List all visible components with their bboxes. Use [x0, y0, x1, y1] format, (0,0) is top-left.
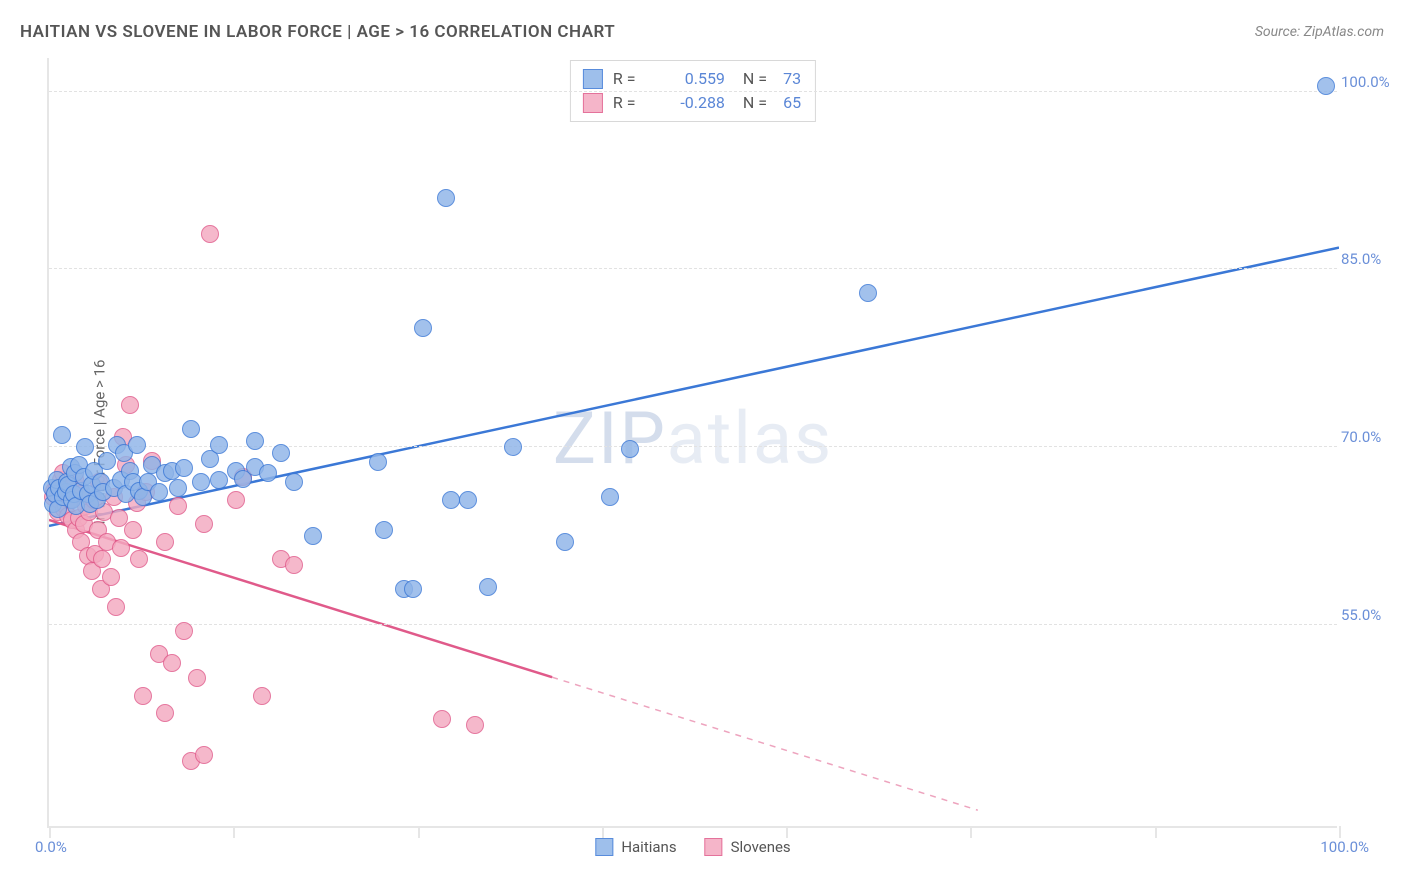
trend-lines-svg: [49, 58, 1339, 828]
slovene-point: [156, 704, 174, 722]
series-legend: Haitians Slovenes: [595, 838, 790, 856]
source-attribution: Source: ZipAtlas.com: [1255, 24, 1384, 40]
haitian-point: [98, 452, 116, 470]
slovene-point: [201, 225, 219, 243]
slovene-point: [195, 746, 213, 764]
haitian-point: [601, 488, 619, 506]
x-tick: [49, 826, 51, 838]
watermark: ZIPatlas: [553, 396, 833, 481]
haitian-point: [859, 284, 877, 302]
gridline-h: [49, 446, 1337, 447]
haitian-point: [459, 491, 477, 509]
x-tick: [418, 826, 420, 838]
haitian-point: [375, 521, 393, 539]
x-tick: [786, 826, 788, 838]
slovene-point: [253, 687, 271, 705]
haitian-point: [414, 319, 432, 337]
gridline-h: [49, 268, 1337, 269]
swatch-slovenes: [583, 93, 603, 113]
slovene-point: [156, 533, 174, 551]
haitian-point: [210, 436, 228, 454]
swatch-haitians: [583, 69, 603, 89]
x-axis-max-label: 100.0%: [1320, 838, 1369, 856]
slovene-point: [188, 669, 206, 687]
haitian-point: [76, 438, 94, 456]
haitian-point: [53, 426, 71, 444]
haitian-point: [150, 483, 168, 501]
slovene-point: [175, 622, 193, 640]
slovene-point: [285, 556, 303, 574]
slovene-point: [112, 539, 130, 557]
haitian-point: [175, 459, 193, 477]
haitian-point: [442, 491, 460, 509]
haitian-point: [504, 438, 522, 456]
gridline-h: [49, 624, 1337, 625]
x-tick: [970, 826, 972, 838]
haitian-point: [128, 436, 146, 454]
scatter-plot-area: ZIPatlas In Labor Force | Age > 16 0.0% …: [47, 58, 1337, 828]
slovene-point: [169, 497, 187, 515]
slovene-point: [102, 568, 120, 586]
haitian-point: [404, 580, 422, 598]
slovene-point: [107, 598, 125, 616]
gridline-h: [49, 91, 1337, 92]
x-tick: [602, 826, 604, 838]
haitian-point: [369, 453, 387, 471]
haitian-point: [437, 189, 455, 207]
stats-legend-row-slovenes: R = -0.288 N = 65: [583, 91, 801, 115]
slovene-point: [163, 654, 181, 672]
y-tick-label: 70.0%: [1341, 428, 1399, 446]
slovene-point: [195, 515, 213, 533]
y-tick-label: 55.0%: [1341, 606, 1399, 624]
haitian-point: [621, 440, 639, 458]
haitian-point: [259, 464, 277, 482]
slovene-point: [466, 716, 484, 734]
slovene-point: [121, 396, 139, 414]
haitian-point: [169, 479, 187, 497]
chart-title: HAITIAN VS SLOVENE IN LABOR FORCE | AGE …: [20, 22, 615, 42]
haitian-point: [182, 420, 200, 438]
swatch-haitians: [595, 838, 613, 856]
haitian-point: [246, 432, 264, 450]
x-tick: [1339, 826, 1341, 838]
legend-item-slovenes: Slovenes: [705, 838, 791, 856]
swatch-slovenes: [705, 838, 723, 856]
x-tick: [233, 826, 235, 838]
haitian-point: [1317, 77, 1335, 95]
haitian-point: [210, 471, 228, 489]
haitian-point: [272, 444, 290, 462]
slovene-point: [134, 687, 152, 705]
x-tick: [1155, 826, 1157, 838]
legend-item-haitians: Haitians: [595, 838, 676, 856]
haitian-point: [479, 578, 497, 596]
slovene-point: [93, 550, 111, 568]
stats-legend-row-haitians: R = 0.559 N = 73: [583, 67, 801, 91]
slovene-point: [227, 491, 245, 509]
x-axis-min-label: 0.0%: [35, 838, 67, 856]
haitian-point: [285, 473, 303, 491]
haitian-point: [556, 533, 574, 551]
y-tick-label: 85.0%: [1341, 250, 1399, 268]
haitian-point: [192, 473, 210, 491]
haitian-point: [304, 527, 322, 545]
y-tick-label: 100.0%: [1341, 73, 1399, 91]
slovene-point: [433, 710, 451, 728]
slovene-point: [124, 521, 142, 539]
slovene-point: [130, 550, 148, 568]
